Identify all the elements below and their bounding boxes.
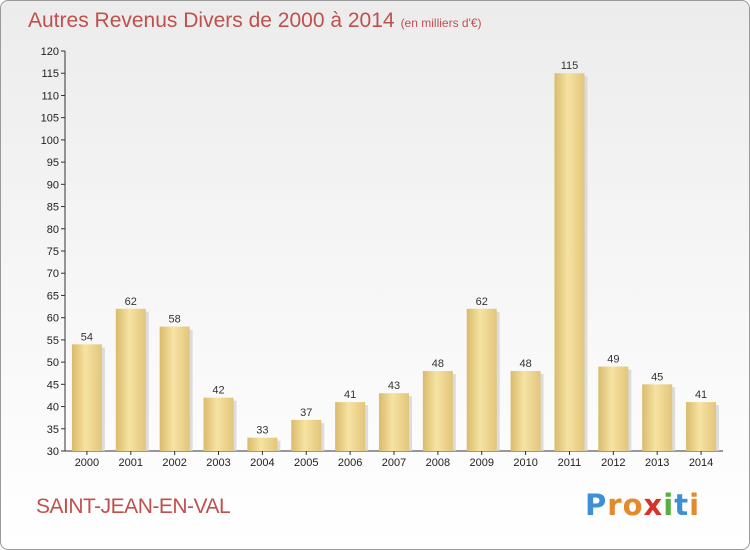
bar-value-label: 41 — [695, 389, 707, 401]
bar — [203, 397, 234, 451]
y-tick-label: 115 — [41, 68, 59, 80]
x-tick-label: 2002 — [162, 457, 186, 469]
axes: 30 35 40 45 50 55 60 65 70 75 80 85 90 95 100 105 110 115… — [41, 46, 723, 458]
x-tick-label: 2005 — [294, 457, 318, 469]
logo-letter: r — [607, 488, 623, 522]
chart-title: Autres Revenus Divers de 2000 à 2014 (en … — [28, 9, 482, 33]
proxiti-logo: Proxiti — [585, 488, 700, 522]
y-tick-label: 40 — [47, 402, 59, 414]
bar — [335, 402, 366, 451]
y-tick-label: 45 — [47, 379, 59, 391]
bar — [598, 366, 629, 451]
bars-group — [71, 73, 720, 451]
bar — [642, 384, 673, 451]
x-tick-label: 2008 — [426, 457, 450, 469]
bar — [291, 419, 322, 451]
y-tick-label: 60 — [47, 313, 59, 325]
logo-letter: P — [585, 488, 608, 522]
logo-letter: x — [643, 488, 664, 522]
bar — [686, 402, 717, 451]
logo-letter: o — [622, 488, 644, 522]
y-tick-label: 50 — [47, 357, 59, 369]
y-tick-label: 75 — [47, 246, 59, 258]
y-tick-label: 35 — [47, 424, 59, 436]
bar — [71, 344, 102, 451]
x-tick-label: 2011 — [558, 457, 582, 469]
chart-unit: (en milliers d'€) — [400, 16, 482, 30]
bar-value-label: 54 — [81, 331, 93, 343]
bar-value-label: 48 — [519, 358, 531, 370]
bar-value-label: 33 — [256, 425, 268, 437]
bar-value-label: 62 — [125, 296, 137, 308]
town-name: SAINT-JEAN-EN-VAL — [36, 495, 231, 518]
bar-value-label: 45 — [651, 371, 663, 383]
y-tick-label: 30 — [47, 446, 59, 458]
y-tick-label: 80 — [47, 224, 59, 236]
bar-value-label: 62 — [476, 296, 488, 308]
x-tick-label: 2001 — [119, 457, 143, 469]
bar-value-label: 58 — [169, 314, 181, 326]
y-tick-label: 105 — [41, 113, 59, 125]
y-tick-label: 100 — [41, 135, 59, 147]
x-tick-label: 2004 — [250, 457, 274, 469]
y-tick-label: 55 — [47, 335, 59, 347]
logo-letter: i — [663, 488, 675, 522]
bar — [247, 437, 278, 451]
chart-title-text: Autres Revenus Divers de 2000 à 2014 — [28, 9, 395, 32]
bar — [554, 73, 585, 451]
y-tick-label: 85 — [47, 202, 59, 214]
bar — [159, 326, 190, 451]
y-tick-label: 110 — [41, 90, 59, 102]
bar-value-label: 48 — [432, 358, 444, 370]
bar-value-label: 49 — [607, 354, 619, 366]
bar-value-label: 41 — [344, 389, 356, 401]
y-tick-label: 95 — [47, 157, 59, 169]
labels-group: 54 2000 62 2001 58 2002 42 2003 33 2004 37 2005 41 20… — [75, 60, 714, 469]
y-tick-label: 120 — [41, 46, 59, 58]
bar — [379, 393, 409, 451]
bar — [422, 371, 453, 451]
x-tick-label: 2006 — [338, 457, 362, 469]
bar — [115, 308, 146, 451]
y-tick-label: 90 — [47, 179, 59, 191]
logo-letter: t — [674, 488, 690, 522]
bar-value-label: 43 — [388, 380, 400, 392]
bar-value-label: 42 — [212, 385, 224, 397]
x-tick-label: 2010 — [513, 457, 537, 469]
logo-letter: i — [689, 488, 701, 522]
bar-value-label: 37 — [300, 407, 312, 419]
x-tick-label: 2009 — [469, 457, 493, 469]
bar — [510, 371, 541, 451]
bar-value-label: 115 — [561, 60, 579, 72]
x-tick-label: 2003 — [206, 457, 230, 469]
x-tick-label: 2007 — [382, 457, 406, 469]
x-tick-label: 2012 — [601, 457, 625, 469]
y-tick-label: 65 — [47, 290, 59, 302]
x-tick-label: 2014 — [689, 457, 713, 469]
bar — [466, 308, 497, 451]
x-tick-label: 2013 — [645, 457, 669, 469]
x-tick-label: 2000 — [75, 457, 99, 469]
y-tick-label: 70 — [47, 268, 59, 280]
